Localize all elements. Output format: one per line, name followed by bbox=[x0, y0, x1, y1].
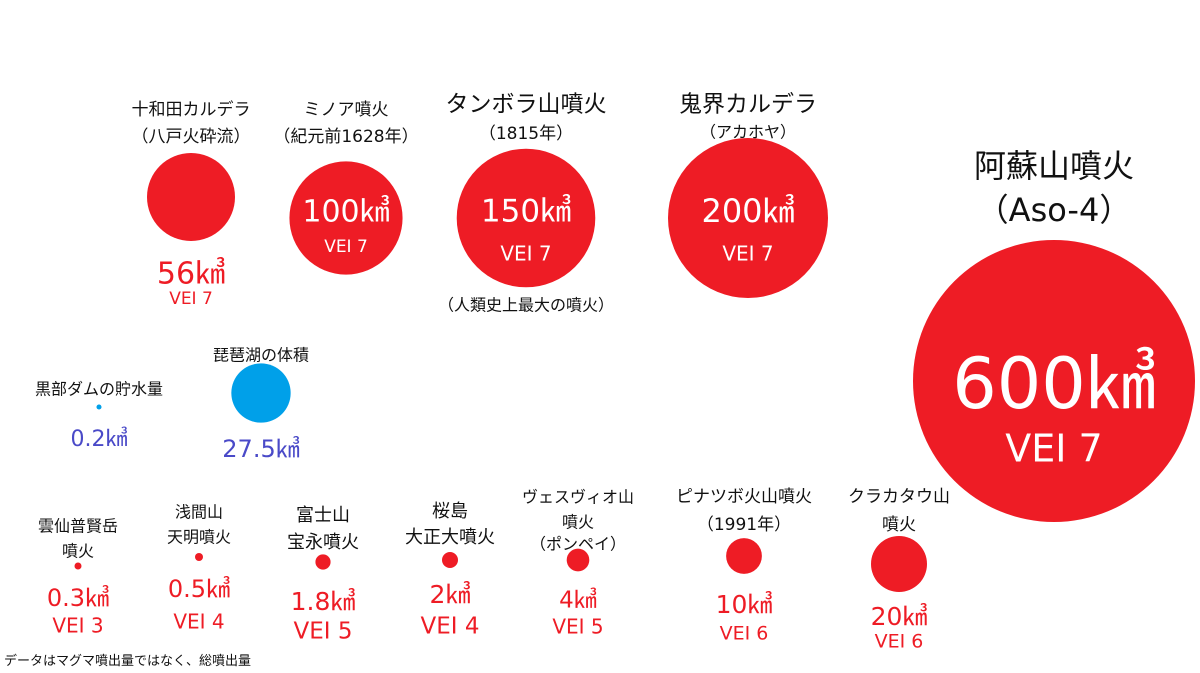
bubble-circle bbox=[668, 138, 828, 298]
bubble-label: 鬼界カルデラ bbox=[679, 92, 817, 118]
bubble-label: 天明噴火 bbox=[167, 528, 231, 547]
bubble-label: 琵琶湖の体積 bbox=[213, 346, 309, 365]
bubble-value: 600㎦ bbox=[952, 343, 1156, 425]
bubble-label: 十和田カルデラ bbox=[132, 99, 251, 120]
bubble-label: ピナツボ火山噴火 bbox=[676, 487, 812, 507]
bubble-value: 1.8㎦ bbox=[291, 587, 356, 616]
bubble-label: ミノア噴火 bbox=[304, 100, 389, 120]
bubble-value: 10㎦ bbox=[716, 590, 773, 619]
bubble-value: 150㎦ bbox=[481, 194, 571, 230]
bubble-label: （Aso-4） bbox=[977, 191, 1132, 229]
bubble-label: （紀元前1628年） bbox=[273, 127, 418, 147]
bubble-circle bbox=[195, 553, 203, 561]
bubble-circle bbox=[315, 554, 331, 570]
bubble-label: （1815年） bbox=[479, 124, 573, 144]
bubble-label: 富士山 bbox=[296, 505, 350, 526]
bubble-circle bbox=[289, 161, 403, 275]
bubble-label: 阿蘇山噴火 bbox=[974, 147, 1134, 185]
bubble-kurobe: 黒部ダムの貯水量 0.2㎦ bbox=[35, 380, 163, 453]
bubble-vei: VEI 7 bbox=[324, 237, 368, 257]
bubble-value: 2㎦ bbox=[430, 580, 471, 609]
bubble-label: 大正大噴火 bbox=[405, 527, 495, 548]
bubble-vei: VEI 7 bbox=[500, 242, 551, 266]
bubble-vei: VEI 7 bbox=[722, 242, 773, 266]
bubble-value: 27.5㎦ bbox=[222, 435, 299, 463]
bubble-label: ヴェスヴィオ山 bbox=[522, 488, 634, 507]
bubble-tambora: タンボラ山噴火 （1815年） 150㎦ VEI 7 （人類史上最大の噴火） bbox=[438, 92, 614, 315]
bubble-label: 雲仙普賢岳 bbox=[38, 517, 118, 536]
bubble-value: 200㎦ bbox=[701, 192, 794, 230]
bubble-vei: VEI 4 bbox=[421, 614, 480, 640]
bubble-minoa: ミノア噴火 （紀元前1628年） 100㎦ VEI 7 bbox=[273, 100, 419, 275]
bubble-vei: VEI 7 bbox=[1005, 427, 1102, 471]
bubble-note: （人類史上最大の噴火） bbox=[438, 296, 614, 315]
bubble-label: 浅間山 bbox=[175, 503, 223, 522]
bubble-label: 噴火 bbox=[62, 542, 94, 561]
bubble-circle bbox=[456, 148, 596, 288]
bubble-label: （1991年） bbox=[697, 515, 791, 535]
bubble-biwa: 琵琶湖の体積 27.5㎦ bbox=[213, 346, 309, 464]
bubble-label: 噴火 bbox=[562, 513, 594, 532]
bubble-vei: VEI 6 bbox=[720, 623, 769, 645]
bubble-label: （ポンペイ） bbox=[530, 535, 626, 554]
bubble-circle bbox=[147, 153, 235, 241]
bubble-vei: VEI 5 bbox=[552, 615, 603, 639]
footnote: データはマグマ噴出量ではなく、総噴出量 bbox=[4, 654, 252, 669]
bubble-label: 桜島 bbox=[432, 501, 468, 522]
bubble-label: クラカタウ山 bbox=[848, 487, 950, 507]
bubble-vei: VEI 5 bbox=[294, 619, 353, 645]
bubble-label: （アカホヤ） bbox=[700, 123, 796, 142]
bubble-value: 56㎦ bbox=[157, 257, 225, 292]
bubble-value: 0.2㎦ bbox=[71, 426, 128, 452]
bubble-vei: VEI 7 bbox=[169, 289, 213, 309]
bubble-circle bbox=[871, 536, 927, 592]
bubble-label: （八戸火砕流） bbox=[132, 127, 251, 147]
bubble-circle bbox=[726, 538, 762, 574]
bubble-label: 噴火 bbox=[882, 515, 916, 535]
bubble-circle bbox=[566, 548, 590, 572]
bubble-vei: VEI 6 bbox=[875, 631, 924, 653]
bubble-value: 0.5㎦ bbox=[168, 575, 230, 603]
bubble-pinatubo: ピナツボ火山噴火 （1991年） 10㎦ VEI 6 bbox=[676, 487, 812, 645]
bubble-circle bbox=[913, 240, 1195, 522]
bubble-vei: VEI 3 bbox=[52, 614, 103, 638]
bubble-value: 4㎦ bbox=[559, 587, 597, 614]
bubble-value: 20㎦ bbox=[871, 602, 928, 631]
bubble-value: 100㎦ bbox=[302, 195, 389, 230]
bubble-value: 0.3㎦ bbox=[47, 584, 109, 612]
bubble-label: タンボラ山噴火 bbox=[446, 92, 607, 118]
bubble-circle bbox=[96, 404, 102, 410]
bubble-label: 宝永噴火 bbox=[287, 532, 359, 553]
bubble-kikai: 鬼界カルデラ （アカホヤ） 200㎦ VEI 7 bbox=[668, 92, 828, 298]
bubble-circle bbox=[231, 363, 291, 423]
bubble-circle bbox=[442, 552, 458, 568]
bubble-vei: VEI 4 bbox=[173, 610, 224, 634]
bubble-circle bbox=[74, 562, 82, 570]
bubble-label: 黒部ダムの貯水量 bbox=[35, 380, 163, 399]
